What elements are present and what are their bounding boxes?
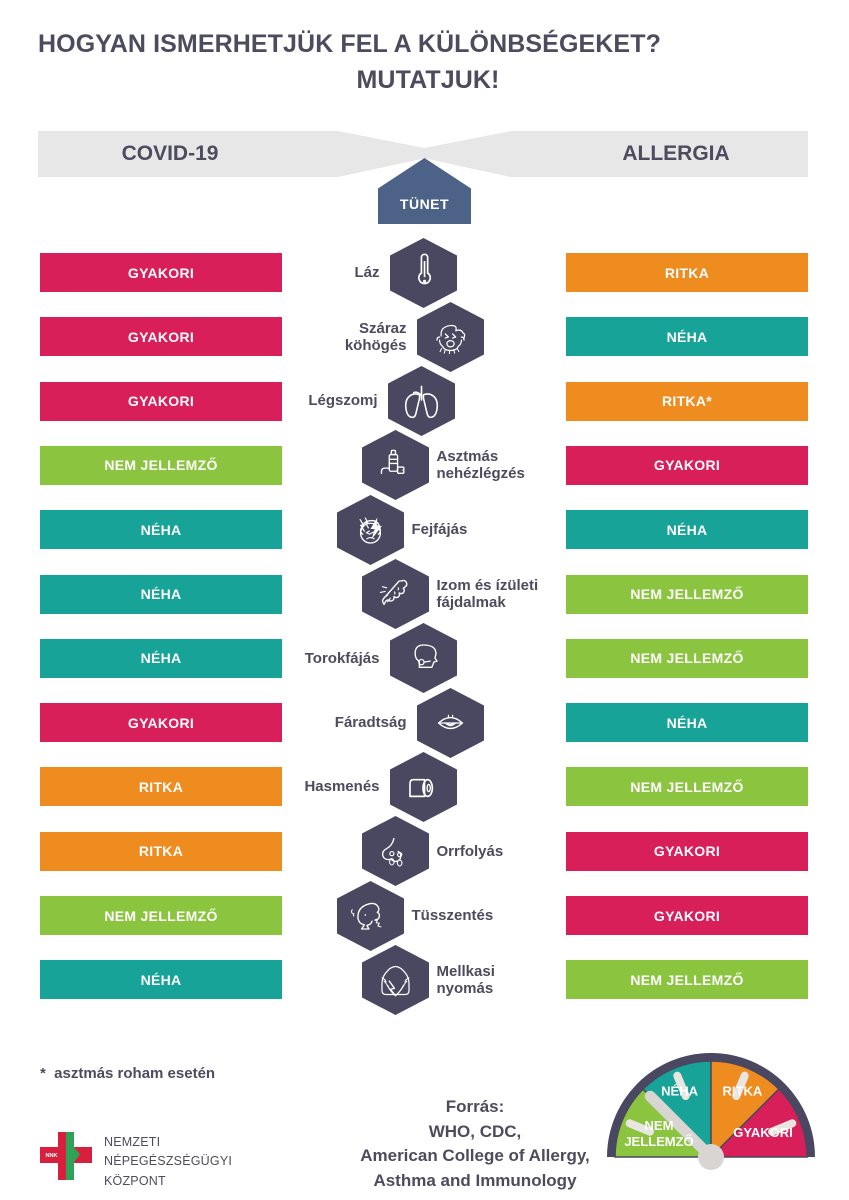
svg-text:RITKA: RITKA xyxy=(723,1083,763,1098)
svg-text:NEM: NEM xyxy=(645,1118,674,1133)
svg-text:JELLEMZŐ: JELLEMZŐ xyxy=(624,1134,693,1149)
svg-text:NÉHA: NÉHA xyxy=(661,1083,698,1098)
svg-text:GYAKORI: GYAKORI xyxy=(733,1125,792,1140)
